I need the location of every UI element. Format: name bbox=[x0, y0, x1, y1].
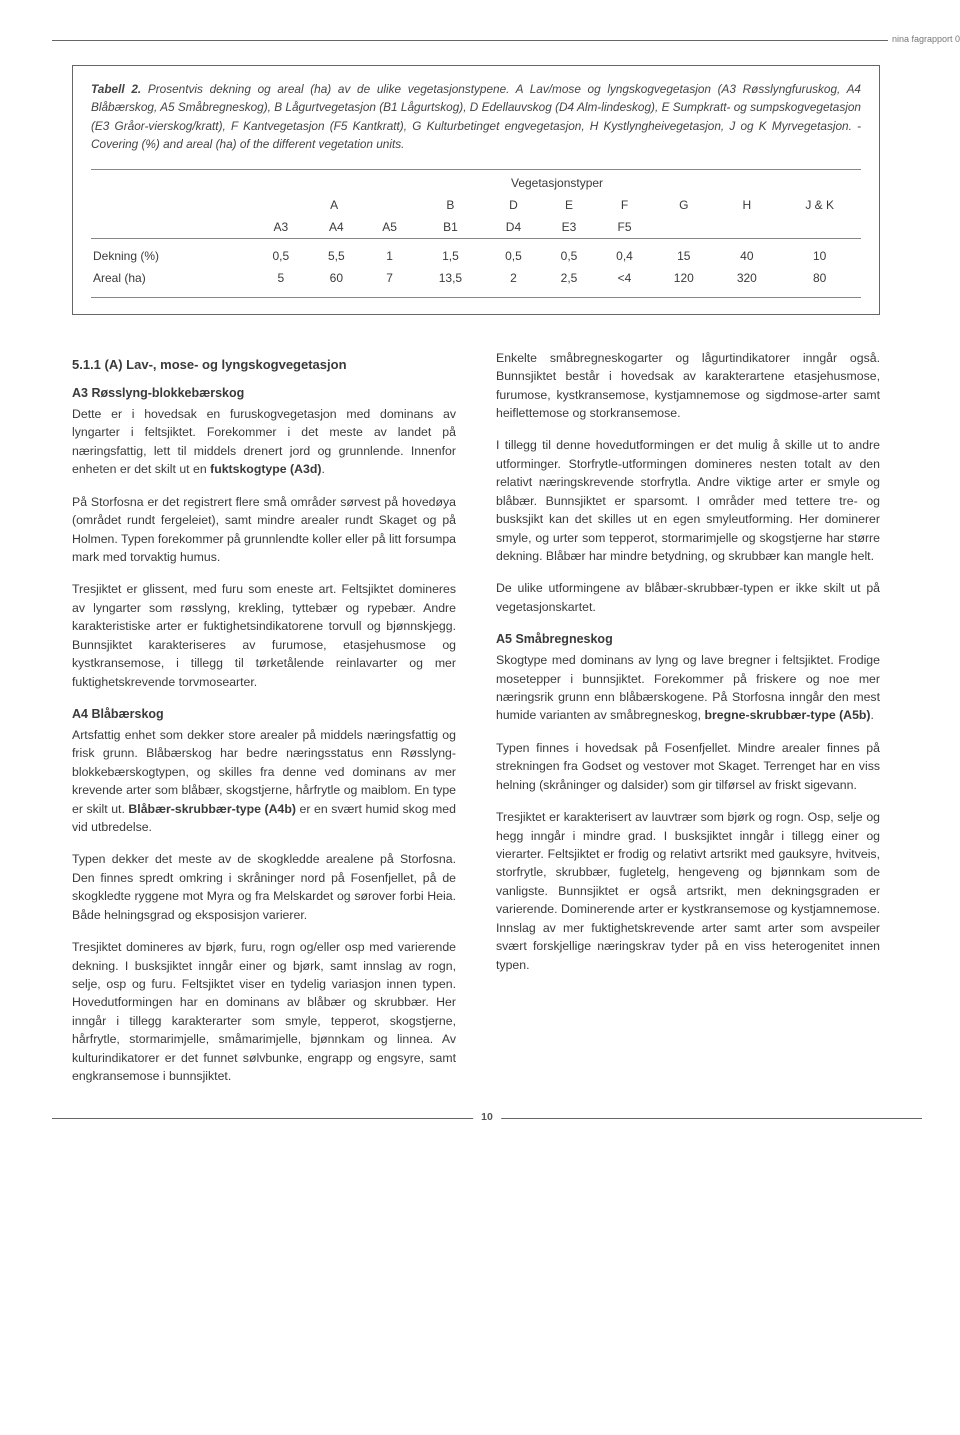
col-group-d: D bbox=[486, 194, 542, 216]
cell: 320 bbox=[715, 267, 778, 289]
cell: 0,5 bbox=[486, 245, 542, 267]
table-2-box: Tabell 2. Prosentvis dekning og areal (h… bbox=[72, 65, 880, 315]
col-group-a: A bbox=[253, 194, 415, 216]
table-row: Dekning (%) 0,5 5,5 1 1,5 0,5 0,5 0,4 15… bbox=[91, 245, 861, 267]
header-rule: nina fagrapport 009 bbox=[52, 40, 922, 41]
col-group-h: H bbox=[715, 194, 778, 216]
cell: 1,5 bbox=[415, 245, 486, 267]
cell: <4 bbox=[597, 267, 653, 289]
subcol bbox=[715, 216, 778, 239]
row-label: Dekning (%) bbox=[91, 245, 253, 267]
table-2-caption-title: Tabell 2. bbox=[91, 82, 141, 96]
cell: 5,5 bbox=[309, 245, 365, 267]
row-label: Areal (ha) bbox=[91, 267, 253, 289]
subcol: D4 bbox=[486, 216, 542, 239]
page-number: 10 bbox=[473, 1110, 501, 1126]
header-label: nina fagrapport 009 bbox=[888, 33, 960, 47]
para: Dette er i hovedsak en furuskogvegetasjo… bbox=[72, 405, 456, 479]
cell: 120 bbox=[652, 267, 715, 289]
left-column: 5.1.1 (A) Lav-, mose- og lyngskogvegetas… bbox=[72, 349, 456, 1100]
subcol: E3 bbox=[541, 216, 597, 239]
para: I tillegg til denne hovedutformingen er … bbox=[496, 436, 880, 565]
text: . bbox=[321, 462, 324, 476]
cell: 13,5 bbox=[415, 267, 486, 289]
subcol: F5 bbox=[597, 216, 653, 239]
text-bold: fuktskogtype (A3d) bbox=[210, 462, 321, 476]
cell: 80 bbox=[778, 267, 861, 289]
subcol: A5 bbox=[364, 216, 415, 239]
right-column: Enkelte småbregneskogarter og lågurtindi… bbox=[496, 349, 880, 1100]
cell: 15 bbox=[652, 245, 715, 267]
table-row: Areal (ha) 5 60 7 13,5 2 2,5 <4 120 320 … bbox=[91, 267, 861, 289]
para: Enkelte småbregneskogarter og lågurtindi… bbox=[496, 349, 880, 423]
table-2-caption: Tabell 2. Prosentvis dekning og areal (h… bbox=[91, 80, 861, 153]
heading-a3: A3 Røsslyng-blokkebærskog bbox=[72, 384, 456, 403]
text: . bbox=[871, 708, 874, 722]
para: Typen finnes i hovedsak på Fosenfjellet.… bbox=[496, 739, 880, 794]
cell: 40 bbox=[715, 245, 778, 267]
cell: 0,5 bbox=[253, 245, 309, 267]
footer-rule: 10 bbox=[52, 1118, 922, 1119]
col-group-e: E bbox=[541, 194, 597, 216]
text-bold: bregne-skrubbær-type (A5b) bbox=[704, 708, 870, 722]
para: Artsfattig enhet som dekker store areale… bbox=[72, 726, 456, 837]
cell: 60 bbox=[309, 267, 365, 289]
cell: 0,4 bbox=[597, 245, 653, 267]
col-group-g: G bbox=[652, 194, 715, 216]
col-group-f: F bbox=[597, 194, 653, 216]
col-group-b: B bbox=[415, 194, 486, 216]
col-group-jk: J & K bbox=[778, 194, 861, 216]
table-spanhead: Vegetasjonstyper bbox=[253, 172, 861, 194]
cell: 2 bbox=[486, 267, 542, 289]
subcol bbox=[778, 216, 861, 239]
section-5-1-1: 5.1.1 (A) Lav-, mose- og lyngskogvegetas… bbox=[72, 355, 456, 375]
para: Tresjiktet er glissent, med furu som ene… bbox=[72, 580, 456, 691]
para: De ulike utformingene av blåbær-skrubbær… bbox=[496, 579, 880, 616]
subcol: A4 bbox=[309, 216, 365, 239]
para: På Storfosna er det registrert flere små… bbox=[72, 493, 456, 567]
para: Typen dekker det meste av de skogkledde … bbox=[72, 850, 456, 924]
cell: 0,5 bbox=[541, 245, 597, 267]
subcol: B1 bbox=[415, 216, 486, 239]
subcol bbox=[652, 216, 715, 239]
cell: 5 bbox=[253, 267, 309, 289]
subcol: A3 bbox=[253, 216, 309, 239]
table-2-caption-body: Prosentvis dekning og areal (ha) av de u… bbox=[91, 82, 861, 151]
para: Skogtype med dominans av lyng og lave br… bbox=[496, 651, 880, 725]
body-columns: 5.1.1 (A) Lav-, mose- og lyngskogvegetas… bbox=[72, 349, 880, 1100]
text-bold: Blåbær-skrubbær-type (A4b) bbox=[128, 802, 296, 816]
para: Tresjiktet er karakterisert av lauvtrær … bbox=[496, 808, 880, 974]
heading-a4: A4 Blåbærskog bbox=[72, 705, 456, 724]
heading-a5: A5 Småbregneskog bbox=[496, 630, 880, 649]
cell: 2,5 bbox=[541, 267, 597, 289]
cell: 1 bbox=[364, 245, 415, 267]
para: Tresjiktet domineres av bjørk, furu, rog… bbox=[72, 938, 456, 1086]
table-2: Vegetasjonstyper A B D E F G H J & K A3 … bbox=[91, 169, 861, 298]
cell: 10 bbox=[778, 245, 861, 267]
cell: 7 bbox=[364, 267, 415, 289]
